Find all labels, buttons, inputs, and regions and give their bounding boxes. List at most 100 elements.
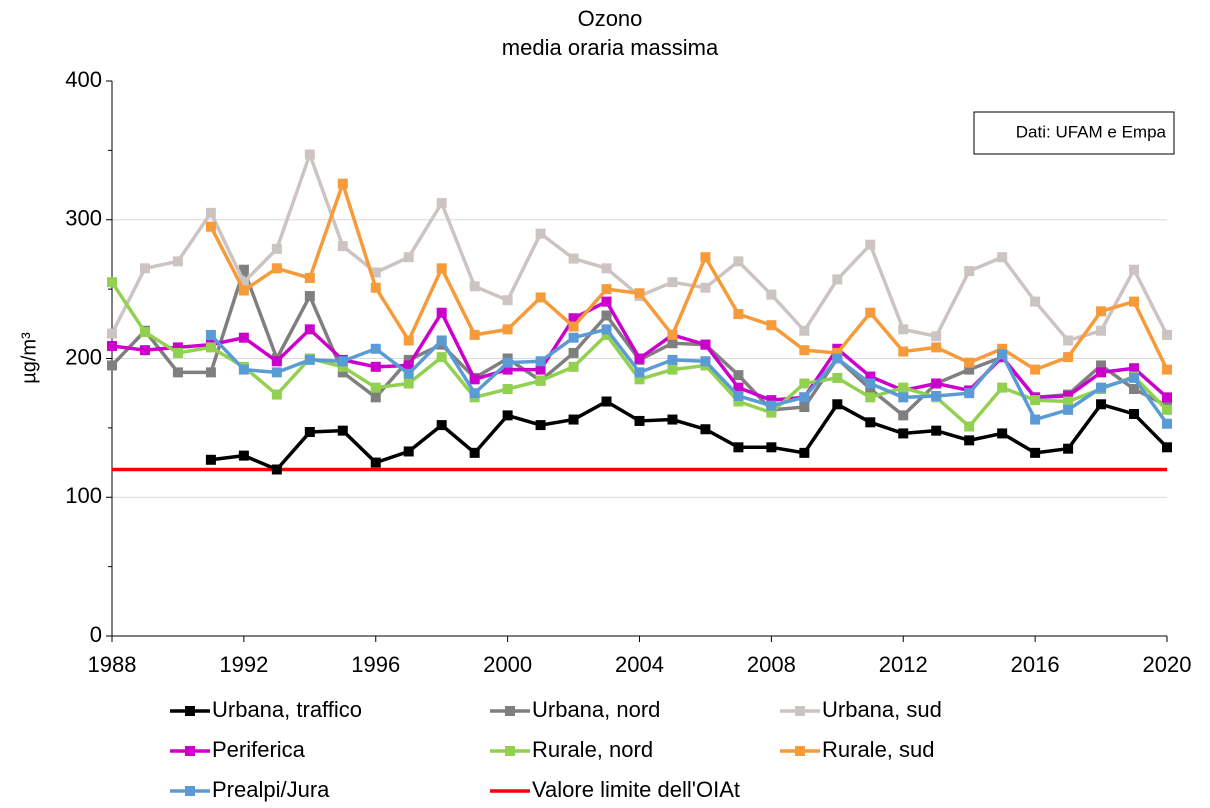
data-point	[634, 415, 645, 426]
data-point	[997, 428, 1008, 439]
legend-label: Urbana, traffico	[212, 697, 362, 722]
data-point	[865, 417, 876, 428]
data-point	[667, 338, 678, 349]
legend-label: Prealpi/Jura	[212, 777, 330, 802]
data-point	[469, 374, 480, 385]
data-point	[238, 332, 249, 343]
data-point	[832, 274, 843, 285]
data-point	[601, 284, 612, 295]
data-point	[502, 295, 513, 306]
data-point	[766, 289, 777, 300]
data-point	[766, 400, 777, 411]
data-point	[469, 329, 480, 340]
x-tick-label: 1988	[88, 652, 137, 677]
data-point	[568, 313, 579, 324]
data-point	[601, 263, 612, 274]
annotation-box	[973, 111, 1175, 155]
data-point	[799, 378, 810, 389]
data-point	[667, 329, 678, 340]
data-point	[304, 427, 315, 438]
data-point	[535, 364, 546, 375]
data-point	[733, 309, 744, 320]
legend-marker	[185, 786, 195, 796]
x-tick-label: 1992	[219, 652, 268, 677]
data-point	[1096, 325, 1107, 336]
data-point	[238, 285, 249, 296]
data-point	[403, 354, 414, 365]
data-point	[304, 291, 315, 302]
legend-label: Rurale, sud	[822, 737, 935, 762]
data-point	[271, 389, 282, 400]
data-point	[1063, 335, 1074, 346]
y-tick-label: 300	[65, 206, 102, 231]
data-point	[502, 384, 513, 395]
data-point	[370, 361, 381, 372]
data-point	[403, 252, 414, 263]
series-line	[111, 299, 1169, 402]
chart-subtitle: media oraria massima	[502, 35, 719, 60]
data-point	[766, 442, 777, 453]
data-point	[832, 347, 843, 358]
y-axis-label: µg/m³	[18, 332, 40, 384]
data-point	[832, 353, 843, 364]
data-point	[700, 356, 711, 367]
data-point	[238, 264, 249, 275]
legend-label: Urbana, nord	[532, 697, 660, 722]
data-point	[205, 329, 216, 340]
y-tick-label: 100	[65, 483, 102, 508]
x-tick-label: 1996	[351, 652, 400, 677]
data-point	[535, 356, 546, 367]
data-point	[436, 420, 447, 431]
data-point	[997, 252, 1008, 263]
data-point	[997, 349, 1008, 360]
data-point	[403, 335, 414, 346]
data-point	[634, 288, 645, 299]
data-point	[403, 446, 414, 457]
data-point	[964, 435, 975, 446]
data-point	[436, 263, 447, 274]
data-point	[469, 281, 480, 292]
data-point	[502, 410, 513, 421]
legend-label: Rurale, nord	[532, 737, 653, 762]
data-point	[535, 420, 546, 431]
data-point	[107, 360, 117, 371]
data-point	[568, 253, 579, 264]
data-point	[1162, 364, 1172, 375]
data-point	[766, 395, 777, 406]
series-line	[209, 181, 1169, 372]
data-point	[865, 378, 876, 389]
data-point	[436, 352, 447, 363]
data-point	[1162, 418, 1172, 429]
data-point	[1063, 390, 1074, 401]
data-point	[634, 374, 645, 385]
data-point	[403, 378, 414, 389]
data-point	[370, 282, 381, 293]
x-tick-label: 2020	[1143, 652, 1192, 677]
x-tick-label: 2004	[615, 652, 664, 677]
data-point	[733, 390, 744, 401]
data-point	[865, 384, 876, 395]
data-point	[568, 361, 579, 372]
data-point	[337, 356, 348, 367]
data-point	[733, 382, 744, 393]
data-point	[271, 243, 282, 254]
data-point	[733, 442, 744, 453]
data-point	[931, 331, 942, 342]
data-point	[733, 370, 744, 381]
data-point	[964, 364, 975, 375]
data-point	[205, 221, 216, 232]
data-point	[205, 342, 216, 353]
data-point	[403, 368, 414, 379]
data-point	[1096, 367, 1107, 378]
data-point	[700, 252, 711, 263]
data-point	[337, 425, 348, 436]
data-point	[964, 266, 975, 277]
data-point	[568, 347, 579, 358]
data-point	[1129, 384, 1140, 395]
data-point	[1129, 363, 1140, 374]
data-point	[370, 457, 381, 468]
data-point	[271, 356, 282, 367]
data-point	[139, 327, 150, 338]
data-point	[1096, 360, 1107, 371]
data-point	[403, 360, 414, 371]
